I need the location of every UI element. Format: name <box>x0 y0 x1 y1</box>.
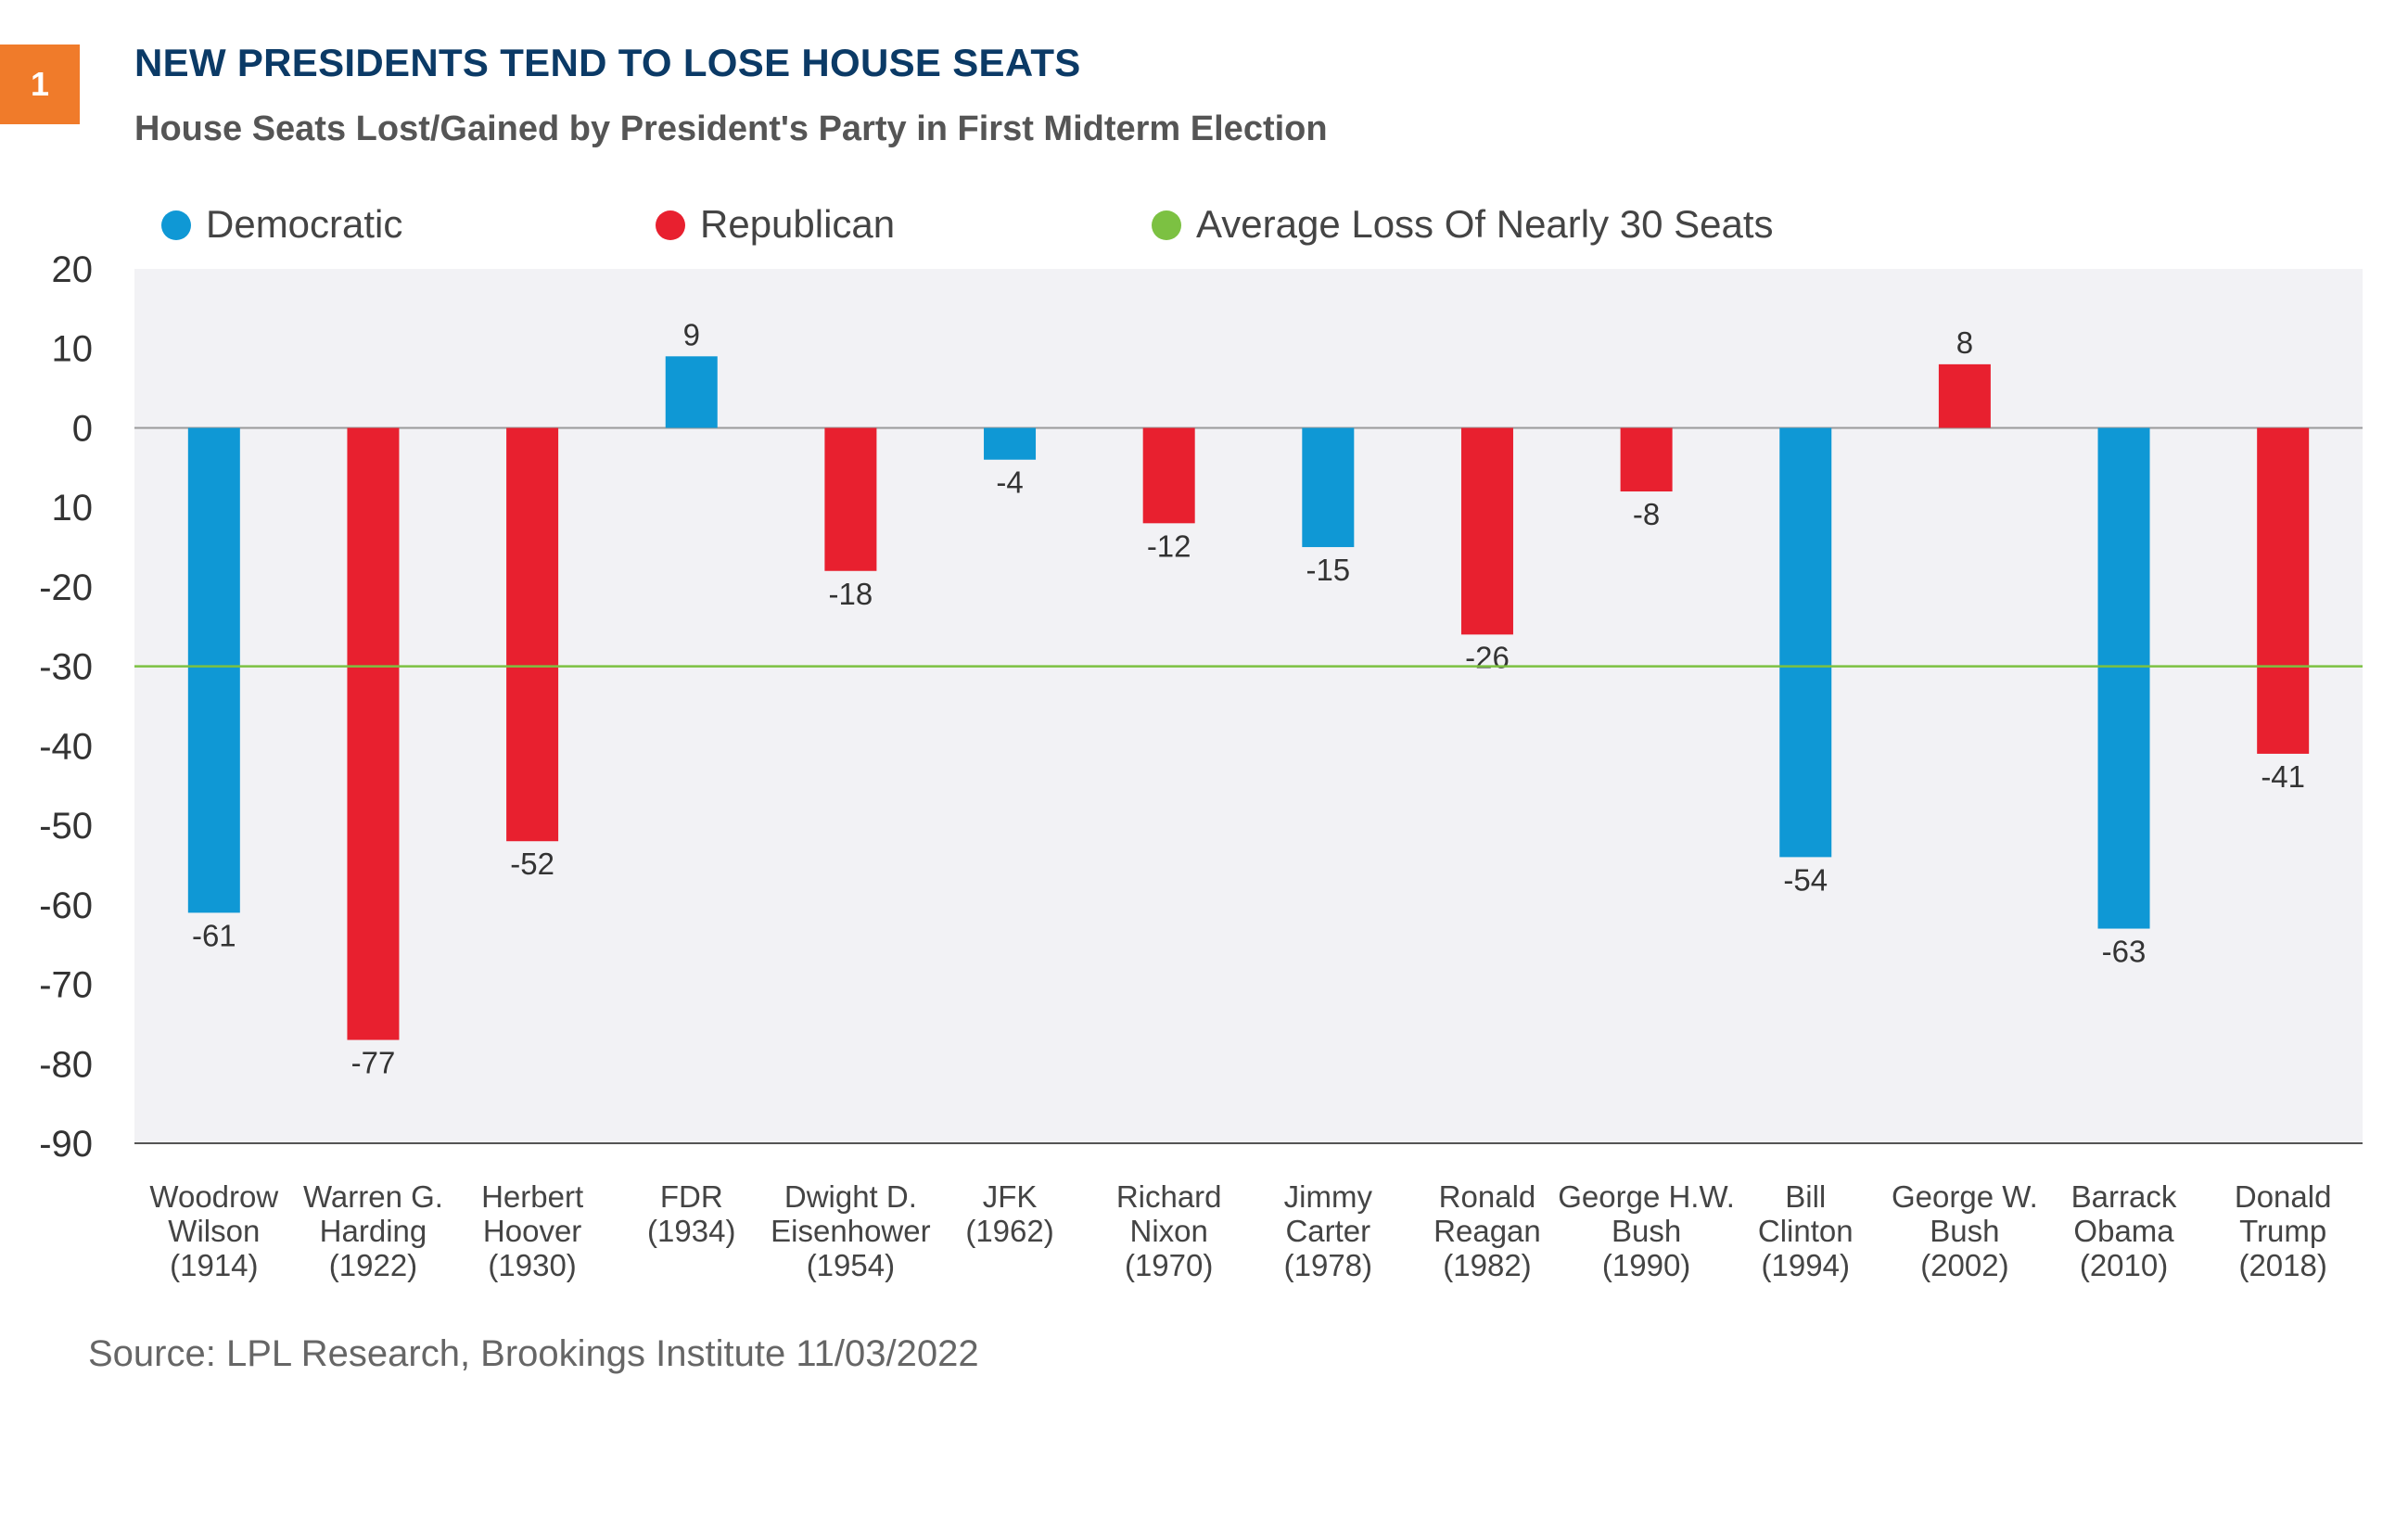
x-category-label: (2018) <box>2238 1248 2326 1282</box>
bar-value-label: -63 <box>2102 935 2147 969</box>
bar-republican <box>506 427 559 842</box>
x-category-label: (1922) <box>329 1248 417 1282</box>
bar-republican <box>824 427 877 571</box>
bar-republican <box>1938 363 1991 428</box>
bar-value-label: 8 <box>1956 325 1973 360</box>
bar-democratic <box>1302 427 1355 548</box>
bar-value-label: -8 <box>1633 497 1660 531</box>
x-category-label: Bill <box>1785 1179 1826 1214</box>
legend-marker <box>161 210 191 240</box>
y-tick-label: -60 <box>39 885 93 926</box>
bar-value-label: -18 <box>829 577 873 611</box>
bar-value-label: -54 <box>1783 862 1828 897</box>
y-tick-label: 10 <box>52 329 94 370</box>
x-category-label: Dwight D. <box>784 1179 917 1214</box>
bar-value-label: -52 <box>510 847 554 881</box>
x-category-label: Richard <box>1116 1179 1222 1214</box>
x-category-label: (1954) <box>807 1248 895 1282</box>
x-category-label: Trump <box>2239 1214 2326 1248</box>
bar-democratic <box>187 427 240 913</box>
x-category-label: (1934) <box>647 1214 735 1248</box>
legend-label: Average Loss Of Nearly 30 Seats <box>1196 202 1774 246</box>
bar-democratic <box>2097 427 2150 929</box>
x-category-label: Carter <box>1285 1214 1370 1248</box>
plot-area <box>134 269 2363 1143</box>
x-category-label: FDR <box>660 1179 723 1214</box>
bar-value-label: -15 <box>1306 553 1350 587</box>
y-tick-label: -80 <box>39 1044 93 1085</box>
y-tick-label: 0 <box>72 408 93 449</box>
chart-title: NEW PRESIDENTS TEND TO LOSE HOUSE SEATS <box>134 41 1081 84</box>
bar-value-label: -12 <box>1147 529 1191 563</box>
bar-value-label: -77 <box>351 1046 396 1080</box>
x-category-label: Donald <box>2235 1179 2332 1214</box>
x-category-label: (1970) <box>1125 1248 1213 1282</box>
x-category-label: (1982) <box>1443 1248 1531 1282</box>
bar-republican <box>347 427 400 1040</box>
bar-republican <box>1142 427 1195 524</box>
y-tick-label: 10 <box>52 488 94 529</box>
x-category-label: Woodrow <box>149 1179 278 1214</box>
bar-value-label: -41 <box>2261 759 2305 794</box>
legend-marker <box>656 210 685 240</box>
bar-value-label: -61 <box>192 918 236 952</box>
x-category-label: Obama <box>2073 1214 2174 1248</box>
bar-democratic <box>665 356 718 428</box>
x-category-label: (1990) <box>1602 1248 1690 1282</box>
bar-value-label: 9 <box>683 317 700 351</box>
x-category-label: George W. <box>1892 1179 2038 1214</box>
bar-democratic <box>984 427 1037 460</box>
y-tick-label: 20 <box>52 249 94 290</box>
x-category-label: (1914) <box>170 1248 258 1282</box>
bar-democratic <box>1779 427 1832 858</box>
bar-value-label: -26 <box>1465 640 1510 674</box>
x-category-label: (1994) <box>1762 1248 1850 1282</box>
y-tick-label: -50 <box>39 806 93 847</box>
x-category-label: (1930) <box>488 1248 576 1282</box>
x-category-label: Bush <box>1930 1214 1999 1248</box>
x-category-label: Clinton <box>1758 1214 1854 1248</box>
x-category-label: Ronald <box>1439 1179 1536 1214</box>
legend-label: Republican <box>700 202 895 246</box>
x-category-label: JFK <box>983 1179 1038 1214</box>
x-category-label: Nixon <box>1129 1214 1207 1248</box>
legend-marker <box>1152 210 1181 240</box>
figure-number-badge: 1 <box>0 45 80 124</box>
x-category-label: (2010) <box>2080 1248 2168 1282</box>
x-category-label: (2002) <box>1920 1248 2008 1282</box>
x-category-label: (1978) <box>1284 1248 1372 1282</box>
x-category-label: Warren G. <box>303 1179 443 1214</box>
x-category-label: Hoover <box>483 1214 581 1248</box>
x-category-label: Eisenhower <box>771 1214 930 1248</box>
bar-republican <box>2257 427 2310 754</box>
y-tick-label: -40 <box>39 726 93 767</box>
y-tick-label: -70 <box>39 965 93 1006</box>
x-category-label: Jimmy <box>1284 1179 1373 1214</box>
x-category-label: Harding <box>320 1214 427 1248</box>
x-category-label: Wilson <box>168 1214 260 1248</box>
x-category-label: George H.W. <box>1558 1179 1735 1214</box>
x-category-label: Bush <box>1612 1214 1681 1248</box>
x-category-label: Herbert <box>481 1179 583 1214</box>
legend-label: Democratic <box>206 202 402 246</box>
y-tick-label: -20 <box>39 567 93 608</box>
chart-subtitle: House Seats Lost/Gained by President's P… <box>134 109 1328 148</box>
y-tick-label: -90 <box>39 1124 93 1165</box>
bar-republican <box>1460 427 1513 635</box>
y-tick-label: -30 <box>39 647 93 688</box>
source-note: Source: LPL Research, Brookings Institut… <box>88 1333 979 1374</box>
bar-republican <box>1620 427 1673 492</box>
x-category-label: Reagan <box>1433 1214 1541 1248</box>
bar-value-label: -4 <box>996 465 1023 500</box>
x-category-label: (1962) <box>965 1214 1053 1248</box>
x-category-label: Barrack <box>2071 1179 2177 1214</box>
